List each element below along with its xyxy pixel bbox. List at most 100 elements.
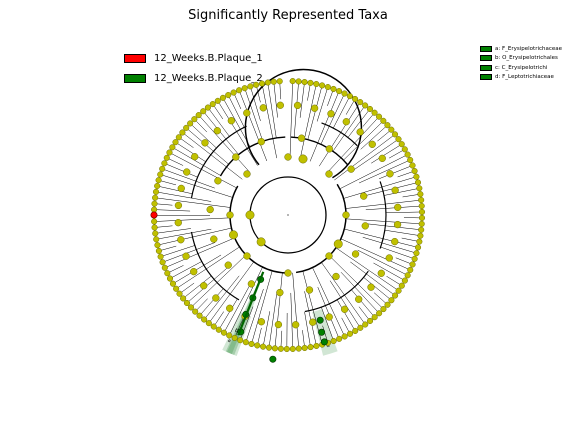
taxon-branch xyxy=(198,114,250,172)
taxon-branch xyxy=(309,91,340,162)
order-branch-arc xyxy=(304,270,369,313)
taxon-branch xyxy=(175,246,240,289)
taxon-node xyxy=(259,104,267,112)
taxon-leaf-node xyxy=(225,92,232,99)
taxon-node xyxy=(361,222,369,230)
class-legend-label: 12_Weeks.B.Plaque_2 xyxy=(154,72,263,84)
taxon-node xyxy=(274,320,283,329)
taxon-branch xyxy=(321,307,334,342)
clade-color-swatch xyxy=(480,74,492,81)
taxon-branch xyxy=(186,127,229,165)
taxon-node xyxy=(201,139,209,147)
taxon-branch xyxy=(357,249,408,276)
taxon-node xyxy=(309,318,317,326)
taxon-node xyxy=(256,237,266,247)
taxon-branch xyxy=(154,217,231,222)
taxon-leaf-node xyxy=(301,344,308,352)
taxon-node xyxy=(333,239,343,249)
taxon-branch xyxy=(155,228,191,234)
taxon-branch xyxy=(190,254,247,308)
taxon-leaf-node xyxy=(166,275,174,282)
taxon-leaf-node xyxy=(324,84,331,91)
taxon-leaf-node xyxy=(376,310,383,317)
taxon-leaf-node xyxy=(196,312,203,319)
class-legend-item: 12_Weeks.B.Plaque_2 xyxy=(124,70,263,86)
taxon-node xyxy=(182,252,190,260)
taxon-leaf-node xyxy=(357,99,364,106)
taxon-branch xyxy=(312,267,345,337)
taxon-node xyxy=(227,117,235,125)
phylum-branch-arc xyxy=(295,183,347,274)
taxon-node xyxy=(377,269,385,277)
taxon-leaf-node xyxy=(172,139,179,146)
taxon-leaf-node xyxy=(413,250,420,257)
taxon-branch xyxy=(373,262,405,281)
taxon-branch xyxy=(319,101,361,167)
taxon-node xyxy=(243,109,251,117)
taxon-leaf-node xyxy=(166,149,173,156)
taxon-leaf-node xyxy=(155,177,162,184)
phylum-branch-arc xyxy=(229,185,291,274)
taxon-leaf-node xyxy=(159,165,166,172)
taxon-leaf-node xyxy=(152,194,159,201)
taxon-leaf-node xyxy=(409,162,416,169)
taxon-leaf-node xyxy=(407,266,414,273)
taxon-node xyxy=(378,154,386,162)
class-branch-arc xyxy=(290,136,349,166)
taxon-branch xyxy=(217,100,258,166)
taxon-leaf-node xyxy=(265,344,273,351)
taxon-branch xyxy=(347,108,371,138)
clade-legend-item: c: C_Erysipelotrichi xyxy=(480,63,562,73)
clade-color-swatch xyxy=(480,55,492,62)
taxon-branch xyxy=(352,138,399,172)
taxon-leaf-node xyxy=(384,301,391,308)
taxon-leaf-node xyxy=(152,188,160,195)
taxon-branch xyxy=(316,86,329,122)
taxon-branch xyxy=(327,116,380,173)
taxon-branch xyxy=(162,168,215,189)
taxon-leaf-node xyxy=(157,171,164,178)
taxon-node xyxy=(310,104,319,112)
taxon-leaf-node xyxy=(248,340,255,347)
class-legend-item: 12_Weeks.B.Plaque_1 xyxy=(124,50,263,66)
taxon-leaf-node xyxy=(151,218,158,225)
class-color-swatch xyxy=(124,73,146,83)
taxon-branch xyxy=(365,223,422,231)
taxon-leaf-node xyxy=(401,277,408,284)
taxon-branch xyxy=(339,154,408,190)
taxon-branch xyxy=(317,286,340,339)
taxon-branch xyxy=(262,311,271,347)
clade-color-swatch xyxy=(480,45,492,52)
clade-legend-label: a: F_Erysipelotrichaceae xyxy=(495,45,563,52)
taxon-branch xyxy=(362,236,417,254)
taxon-leaf-node xyxy=(236,87,243,94)
class-legend-label: 12_Weeks.B.Plaque_1 xyxy=(154,52,263,64)
taxon-leaf-node xyxy=(404,151,411,158)
taxon-node xyxy=(200,282,208,290)
taxon-branch xyxy=(340,238,411,271)
taxon-branch xyxy=(207,107,230,137)
taxon-leaf-node xyxy=(417,191,424,198)
taxon-branch xyxy=(155,191,212,202)
taxon-branch xyxy=(261,83,277,159)
taxon-node xyxy=(276,288,284,297)
taxon-branch xyxy=(244,88,264,142)
taxon-node xyxy=(191,153,199,161)
taxon-leaf-node xyxy=(414,179,422,186)
taxon-node xyxy=(224,261,232,269)
taxon-branch xyxy=(238,90,268,162)
taxon-branch xyxy=(172,254,222,284)
taxon-branch xyxy=(359,159,411,184)
order-branch-arc xyxy=(379,181,387,249)
taxon-node xyxy=(393,220,402,229)
taxon-node xyxy=(284,269,292,277)
taxon-branch xyxy=(223,283,251,333)
taxon-leaf-node xyxy=(151,224,158,231)
taxon-branch xyxy=(289,81,293,158)
taxon-branch xyxy=(227,94,245,128)
taxon-node xyxy=(342,211,350,219)
taxon-node xyxy=(226,211,234,219)
taxon-leaf-node xyxy=(276,78,283,85)
taxon-leaf-node xyxy=(176,290,183,297)
